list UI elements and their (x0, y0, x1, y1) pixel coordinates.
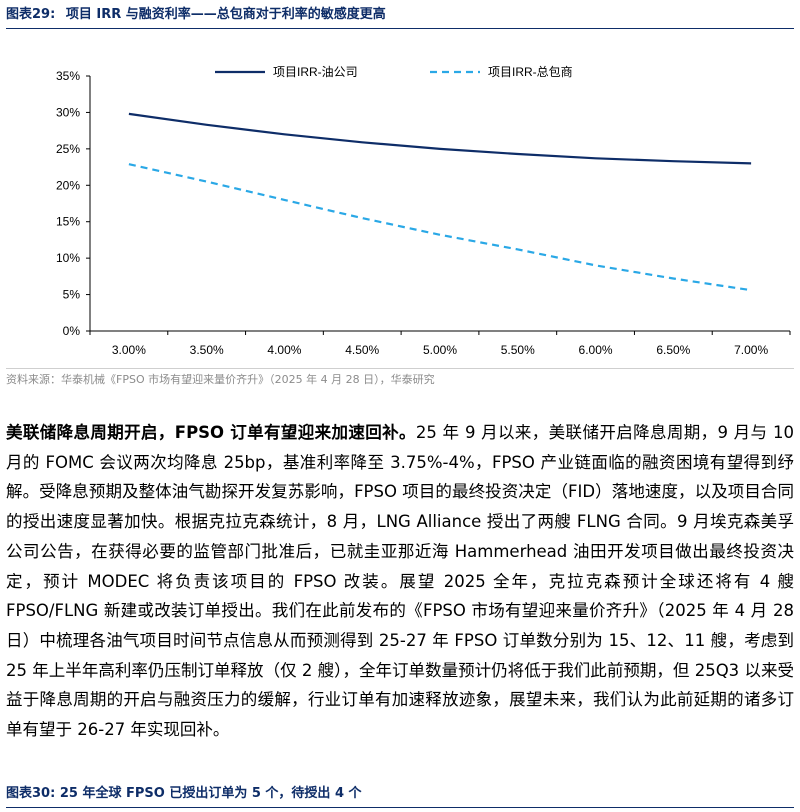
x-tick-label: 6.00% (579, 343, 613, 357)
figure-30-caption: 25 年全球 FPSO 已授出订单为 5 个，待授出 4 个 (59, 786, 362, 801)
irr-line-chart: 0% 5% 10% 15% 20% 25% 30% 35% 3.00% 3.50% 4.00% 4.5… (0, 28, 800, 368)
figure-29-caption: 项目 IRR 与融资利率——总包商对于利率的敏感度更高 (65, 7, 386, 22)
figure-30-title: 图表30: 25 年全球 FPSO 已授出订单为 5 个，待授出 4 个 (6, 783, 794, 808)
body-lead: 美联储降息周期开启，FPSO 订单有望迎来加速回补。 (6, 423, 416, 442)
series-line-0 (128, 112, 752, 165)
y-tick-label: 0% (63, 324, 81, 338)
y-tick-label: 10% (56, 251, 80, 265)
figure-30-label: 图表30: (6, 786, 56, 801)
x-tick-label: 3.00% (112, 343, 146, 357)
x-tick-label: 7.00% (734, 343, 768, 357)
y-tick-label: 30% (56, 105, 80, 119)
x-tick-label: 3.50% (190, 343, 224, 357)
y-tick-label: 25% (56, 142, 80, 156)
x-tick-label: 6.50% (656, 343, 690, 357)
series-line-1 (128, 163, 752, 292)
chart-source: 资料来源：华泰机械《FPSO 市场有望迎来量价齐升》（2025 年 4 月 28… (6, 368, 794, 391)
x-tick-label: 5.00% (423, 343, 457, 357)
y-tick-label: 15% (56, 215, 80, 229)
y-tick-label: 35% (56, 69, 80, 83)
x-tick-label: 4.50% (345, 343, 379, 357)
legend-label-1: 项目IRR-总包商 (488, 64, 573, 79)
chart-svg: 0% 5% 10% 15% 20% 25% 30% 35% 3.00% 3.50% 4.00% 4.5… (56, 64, 791, 357)
x-tick-label: 5.50% (501, 343, 535, 357)
x-tick-label: 4.00% (267, 343, 301, 357)
legend-label-0: 项目IRR-油公司 (273, 65, 358, 79)
y-tick-label: 20% (56, 178, 80, 192)
y-tick-label: 5% (63, 288, 81, 302)
figure-29-title: 图表29: 项目 IRR 与融资利率——总包商对于利率的敏感度更高 (6, 4, 794, 29)
figure-29-label: 图表29: (6, 7, 56, 22)
body-text: 25 年 9 月以来，美联储开启降息周期，9 月与 10 月的 FOMC 会议两… (6, 423, 794, 740)
body-paragraph: 美联储降息周期开启，FPSO 订单有望迎来加速回补。25 年 9 月以来，美联储… (6, 418, 794, 745)
